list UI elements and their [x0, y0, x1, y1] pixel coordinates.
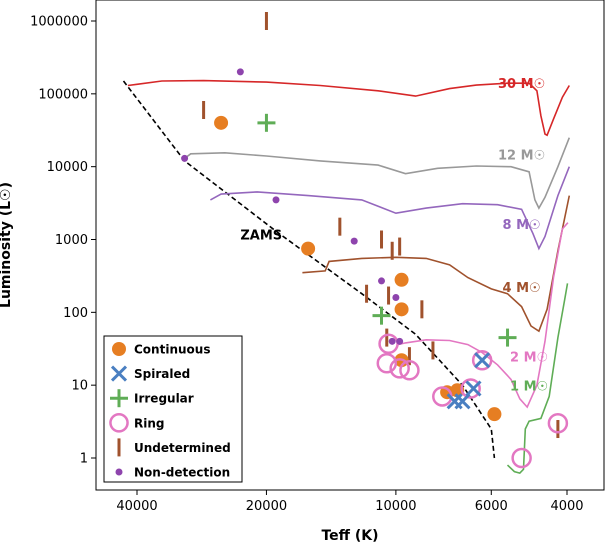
axis-ticks: 40000 20000 10000 6000 4000 1 10 100 1000 10000 10… — [30, 15, 583, 515]
spiraled-point-stroke-b — [465, 380, 482, 397]
spiraled-point-stroke-b — [454, 393, 471, 410]
spiraled-point — [465, 380, 482, 397]
continuous-point — [394, 272, 409, 287]
undetermined-point — [365, 284, 369, 303]
legend-marker-non-detection — [115, 468, 123, 476]
track-30-msun — [127, 79, 570, 137]
undetermined-point — [380, 230, 384, 249]
ring-point — [389, 358, 410, 379]
track-label-30-msun: 30 M☉ — [498, 77, 545, 92]
y-tick-label: 1000000 — [30, 15, 88, 30]
y-tick-label: 1000 — [55, 233, 88, 248]
legend: Continuous Spiraled Irregular Ring Undetermi… — [103, 335, 243, 483]
spiraled-point — [474, 352, 491, 369]
track-4-msun — [302, 195, 571, 333]
non-detection-point — [396, 337, 404, 345]
legend-marker-continuous — [112, 342, 126, 356]
x-tick-label: 4000 — [550, 499, 583, 514]
legend-box — [103, 335, 243, 483]
legend-label-non-detection: Non-detection — [134, 466, 230, 480]
undetermined-point — [431, 341, 435, 360]
non-detection-point — [350, 237, 358, 245]
y-tick-label: 100 — [63, 306, 88, 321]
irregular-point — [498, 328, 517, 347]
y-tick-label: 1 — [80, 452, 88, 467]
track-label-1-msun: 1 M☉ — [510, 379, 548, 394]
irregular-point — [372, 306, 391, 325]
ring-point — [511, 447, 532, 469]
zams-line: ZAMS — [122, 80, 496, 459]
legend-entries: Continuous Spiraled Irregular Ring Undetermi… — [109, 342, 231, 480]
undetermined-point — [556, 420, 560, 439]
spiraled-point-stroke-b — [474, 352, 491, 369]
legend-label-continuous: Continuous — [134, 343, 210, 357]
continuous-point — [487, 407, 502, 422]
non-detection-point — [181, 154, 189, 162]
legend-label-ring: Ring — [134, 416, 165, 430]
y-tick-label: 10000 — [47, 160, 88, 175]
legend-marker-spiraled — [110, 365, 128, 382]
continuous-point — [214, 115, 229, 130]
non-detection-point — [388, 337, 396, 345]
track-8-msun — [210, 166, 571, 251]
ring-point — [547, 412, 569, 434]
track-12-msun — [184, 137, 571, 210]
x-tick-label: 40000 — [116, 499, 157, 514]
ring-point — [399, 360, 420, 381]
zams-label: ZAMS — [240, 229, 282, 244]
evolution-tracks: 30 M☉ 12 M☉ 8 M☉ 4 M☉ 2 M☉ 1 M☉ — [127, 77, 571, 474]
legend-marker-undetermined — [117, 438, 121, 457]
non-detection-point — [272, 196, 280, 204]
undetermined-point — [202, 100, 206, 119]
undetermined-point — [407, 347, 411, 366]
x-tick-label: 6000 — [475, 499, 508, 514]
undetermined-point — [385, 328, 389, 347]
ring-point — [460, 378, 481, 399]
undetermined-point — [338, 217, 342, 236]
x-tick-label: 10000 — [375, 499, 416, 514]
track-label-4-msun: 4 M☉ — [503, 281, 541, 296]
data-points — [181, 12, 569, 469]
legend-label-irregular: Irregular — [134, 392, 194, 406]
x-axis-label: Teff (K) — [321, 528, 378, 544]
undetermined-point — [398, 237, 402, 256]
undetermined-point — [387, 286, 391, 305]
legend-label-undetermined: Undetermined — [134, 441, 231, 455]
track-1-msun — [506, 283, 569, 474]
track-2-msun — [397, 222, 569, 409]
undetermined-point — [420, 300, 424, 319]
undetermined-point — [390, 241, 394, 260]
non-detection-point — [392, 293, 400, 301]
x-tick-label: 20000 — [246, 499, 287, 514]
spiraled-point — [454, 393, 471, 410]
track-label-12-msun: 12 M☉ — [498, 149, 545, 164]
undetermined-point — [264, 12, 268, 30]
continuous-point — [394, 302, 409, 317]
zams-line-path — [122, 80, 496, 459]
legend-label-spiraled: Spiraled — [134, 367, 190, 381]
track-label-8-msun: 8 M☉ — [503, 218, 541, 233]
track-label-2-msun: 2 M☉ — [510, 351, 548, 366]
legend-marker-ring — [109, 413, 129, 433]
y-tick-label: 10 — [71, 379, 88, 394]
ring-point — [376, 352, 398, 374]
non-detection-point — [236, 68, 244, 76]
ring-point — [471, 349, 493, 371]
legend-marker-irregular — [110, 389, 128, 408]
non-detection-point — [378, 277, 386, 285]
legend-marker-spiraled-stroke-b — [110, 365, 128, 382]
y-axis-label: Luminosity (L☉) — [0, 182, 14, 308]
irregular-point — [257, 113, 276, 132]
y-tick-label: 100000 — [38, 87, 88, 102]
continuous-point — [301, 241, 316, 256]
